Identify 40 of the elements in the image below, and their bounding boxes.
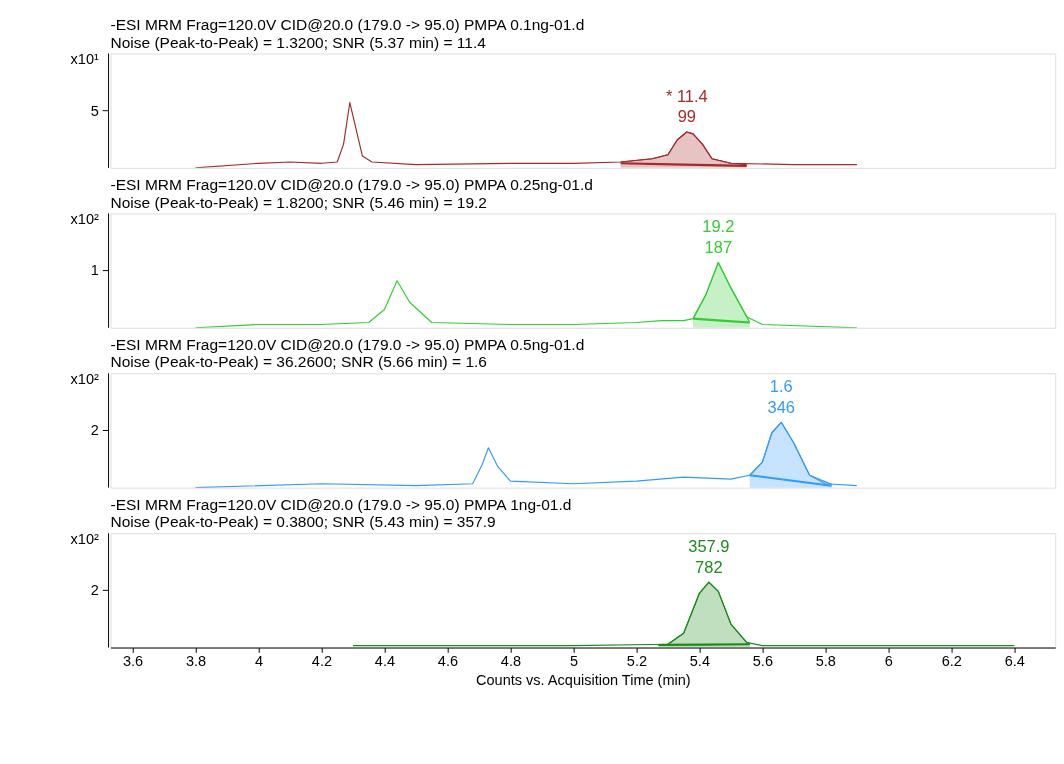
chart-subtitle: Noise (Peak-to-Peak) = 36.2600; SNR (5.66 min) = 1.6 — [110, 353, 487, 371]
annotation: 99 — [677, 107, 696, 126]
y-axis-title: x10¹ — [70, 51, 99, 68]
x-axis-title: Counts vs. Acquisition Time (min) — [476, 671, 691, 688]
y-axis-title: x10² — [70, 370, 99, 387]
text: 1 — [90, 262, 99, 279]
annotation: * 11.4 — [665, 86, 708, 105]
chart-title: -ESI MRM Frag=120.0V CID@20.0 (179.0 -> 95.0) PMPA 0.1ng-01.d — [110, 16, 585, 34]
y-axis-title: x10² — [70, 530, 99, 547]
x-tick-label: 6.2 — [941, 653, 962, 670]
chart-subtitle: Noise (Peak-to-Peak) = 1.3200; SNR (5.37 min) = 11.4 — [110, 33, 487, 51]
x-tick-label: 5.4 — [689, 653, 710, 670]
text: 5 — [90, 102, 99, 119]
text: 2 — [90, 582, 99, 599]
chart-subtitle: Noise (Peak-to-Peak) = 0.3800; SNR (5.43 min) = 357.9 — [110, 513, 496, 531]
x-tick-label: 5.6 — [752, 653, 773, 670]
x-tick-label: 6 — [884, 653, 893, 670]
x-tick-label: 4.4 — [374, 653, 396, 670]
text: 2 — [90, 422, 99, 439]
annotation: 346 — [767, 397, 796, 416]
annotation: 782 — [695, 557, 723, 576]
chart-title: -ESI MRM Frag=120.0V CID@20.0 (179.0 -> 95.0) PMPA 0.25ng-01.d — [110, 176, 593, 194]
x-tick-label: 4 — [254, 653, 264, 670]
annotation: 357.9 — [688, 537, 730, 556]
annotation: 19.2 — [702, 217, 735, 236]
chart-subtitle: Noise (Peak-to-Peak) = 1.8200; SNR (5.46 min) = 19.2 — [110, 193, 487, 211]
x-tick-label: 4.6 — [437, 653, 459, 670]
x-tick-label: 4.2 — [311, 653, 333, 670]
chart-title: -ESI MRM Frag=120.0V CID@20.0 (179.0 -> 95.0) PMPA 0.5ng-01.d — [110, 336, 585, 354]
y-axis-title: x10² — [70, 211, 99, 228]
annotation: 1.6 — [769, 377, 793, 396]
x-tick-label: 3.8 — [185, 653, 207, 670]
x-tick-label: 4.8 — [500, 653, 522, 670]
x-tick-label: 3.6 — [122, 653, 144, 670]
annotation: 187 — [704, 237, 733, 256]
x-tick-label: 6.4 — [1004, 653, 1025, 670]
x-tick-label: 5 — [569, 653, 578, 670]
x-tick-label: 5.2 — [626, 653, 647, 670]
x-tick-label: 5.8 — [815, 653, 836, 670]
chart-title: -ESI MRM Frag=120.0V CID@20.0 (179.0 -> 95.0) PMPA 1ng-01.d — [110, 495, 572, 513]
